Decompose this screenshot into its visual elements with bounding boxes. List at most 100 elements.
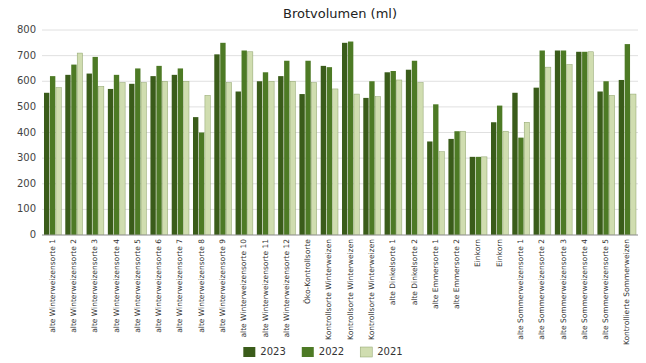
bar bbox=[263, 72, 268, 235]
bar bbox=[214, 54, 219, 235]
bar bbox=[135, 68, 140, 235]
bar bbox=[199, 133, 204, 236]
x-tick-label: Kontrollsorte Winterweizen bbox=[346, 239, 355, 340]
legend-item: 2023 bbox=[243, 346, 285, 357]
x-tick-label: alte Winterweizensorte 6 bbox=[154, 239, 163, 333]
y-tick-label: 200 bbox=[17, 178, 36, 189]
bar bbox=[205, 95, 210, 235]
x-tick-label: alte Sommerweizensorte 3 bbox=[559, 239, 568, 340]
x-tick-label: Kontrollsorte Winterweizen bbox=[367, 239, 376, 340]
x-tick-label: Kontrollsorte Winterweizen bbox=[324, 239, 333, 340]
x-tick-label: alte Sommerweizensorte 2 bbox=[537, 239, 546, 340]
bar bbox=[385, 72, 390, 235]
x-tick-label: alte Dinkelsorte 1 bbox=[388, 239, 397, 306]
bar bbox=[418, 83, 423, 235]
bar bbox=[396, 80, 401, 235]
x-tick-label: alte Winterweizensorte 8 bbox=[197, 239, 206, 333]
grid-line bbox=[42, 235, 638, 236]
x-tick-label: alte Sommerweizensorte 1 bbox=[516, 239, 525, 340]
x-tick-label: Einkorn bbox=[495, 239, 504, 267]
bar bbox=[98, 86, 103, 235]
y-tick-label: 800 bbox=[17, 24, 36, 35]
bar bbox=[327, 67, 332, 235]
series bbox=[56, 52, 636, 235]
bar bbox=[257, 81, 262, 235]
bar bbox=[247, 52, 252, 235]
bar bbox=[284, 61, 289, 235]
bar bbox=[321, 66, 326, 235]
bar bbox=[545, 67, 550, 235]
x-tick-label: alte Winterweizensorte 9 bbox=[218, 239, 227, 333]
x-tick-label: alte Emmersorte 1 bbox=[431, 239, 440, 309]
x-tick-label: alte Winterweizensorte 1 bbox=[48, 239, 57, 333]
y-tick-label: 600 bbox=[17, 75, 36, 86]
bar bbox=[108, 89, 113, 235]
bar bbox=[369, 81, 374, 235]
x-tick-label: alte Winterweizensorte 2 bbox=[69, 239, 78, 333]
bar bbox=[65, 75, 70, 235]
y-tick-label: 700 bbox=[17, 50, 36, 61]
bar bbox=[56, 88, 61, 235]
bar bbox=[412, 61, 417, 235]
bar bbox=[220, 43, 225, 235]
bar bbox=[114, 75, 119, 235]
bars bbox=[44, 42, 636, 235]
bar bbox=[44, 93, 49, 235]
y-tick-label: 500 bbox=[17, 101, 36, 112]
bar bbox=[603, 81, 608, 235]
bar bbox=[156, 66, 161, 235]
bar bbox=[497, 106, 502, 235]
bar bbox=[609, 95, 614, 235]
x-tick-label: Kontrollierte Sommerweizen bbox=[622, 239, 631, 345]
x-tick-label: alte Dinkelsorte 2 bbox=[410, 239, 419, 306]
bar bbox=[278, 76, 283, 235]
x-tick-label: alte Winterweizensorte 7 bbox=[175, 239, 184, 333]
x-tick-label: Einkorn bbox=[473, 239, 482, 267]
y-axis: 0100200300400500600700800 bbox=[17, 24, 638, 240]
legend: 2023 2022 2021 bbox=[243, 346, 402, 357]
bar bbox=[597, 92, 602, 236]
bar bbox=[476, 157, 481, 235]
bar bbox=[439, 152, 444, 235]
bar bbox=[77, 53, 82, 235]
bar bbox=[150, 76, 155, 235]
bar bbox=[363, 98, 368, 235]
x-tick-label: alte Winterweizensorte 12 bbox=[282, 239, 291, 338]
bar bbox=[460, 131, 465, 235]
legend-label: 2022 bbox=[319, 346, 344, 357]
legend-swatch bbox=[360, 347, 372, 357]
bar bbox=[87, 74, 92, 235]
bar bbox=[588, 52, 593, 235]
bar bbox=[50, 76, 55, 235]
legend-item: 2021 bbox=[360, 346, 402, 357]
bar bbox=[172, 75, 177, 235]
x-tick-label: alte Sommerweizensorte 5 bbox=[601, 239, 610, 340]
bar bbox=[470, 157, 475, 235]
bar bbox=[625, 44, 630, 235]
bar bbox=[71, 65, 76, 235]
legend-label: 2021 bbox=[377, 346, 402, 357]
bar bbox=[454, 131, 459, 235]
y-tick-label: 0 bbox=[30, 229, 36, 240]
bar bbox=[290, 81, 295, 235]
y-tick-label: 100 bbox=[17, 203, 36, 214]
chart: Brotvolumen (ml)010020030040050060070080… bbox=[0, 0, 646, 363]
bar bbox=[406, 70, 411, 235]
legend-item: 2022 bbox=[302, 346, 344, 357]
bar bbox=[193, 117, 198, 235]
legend-label: 2023 bbox=[260, 346, 285, 357]
bar bbox=[226, 83, 231, 235]
x-tick-label: alte Winterweizensorte 3 bbox=[90, 239, 99, 333]
bar bbox=[141, 83, 146, 235]
bar bbox=[524, 122, 529, 235]
x-tick-label: alte Emmersorte 2 bbox=[452, 239, 461, 309]
bar bbox=[391, 71, 396, 235]
bar bbox=[120, 83, 125, 235]
bar bbox=[354, 94, 359, 235]
series bbox=[44, 43, 624, 235]
bar bbox=[184, 81, 189, 235]
bar bbox=[518, 138, 523, 235]
bar bbox=[162, 81, 167, 235]
bar bbox=[540, 51, 545, 236]
bar bbox=[631, 94, 636, 235]
